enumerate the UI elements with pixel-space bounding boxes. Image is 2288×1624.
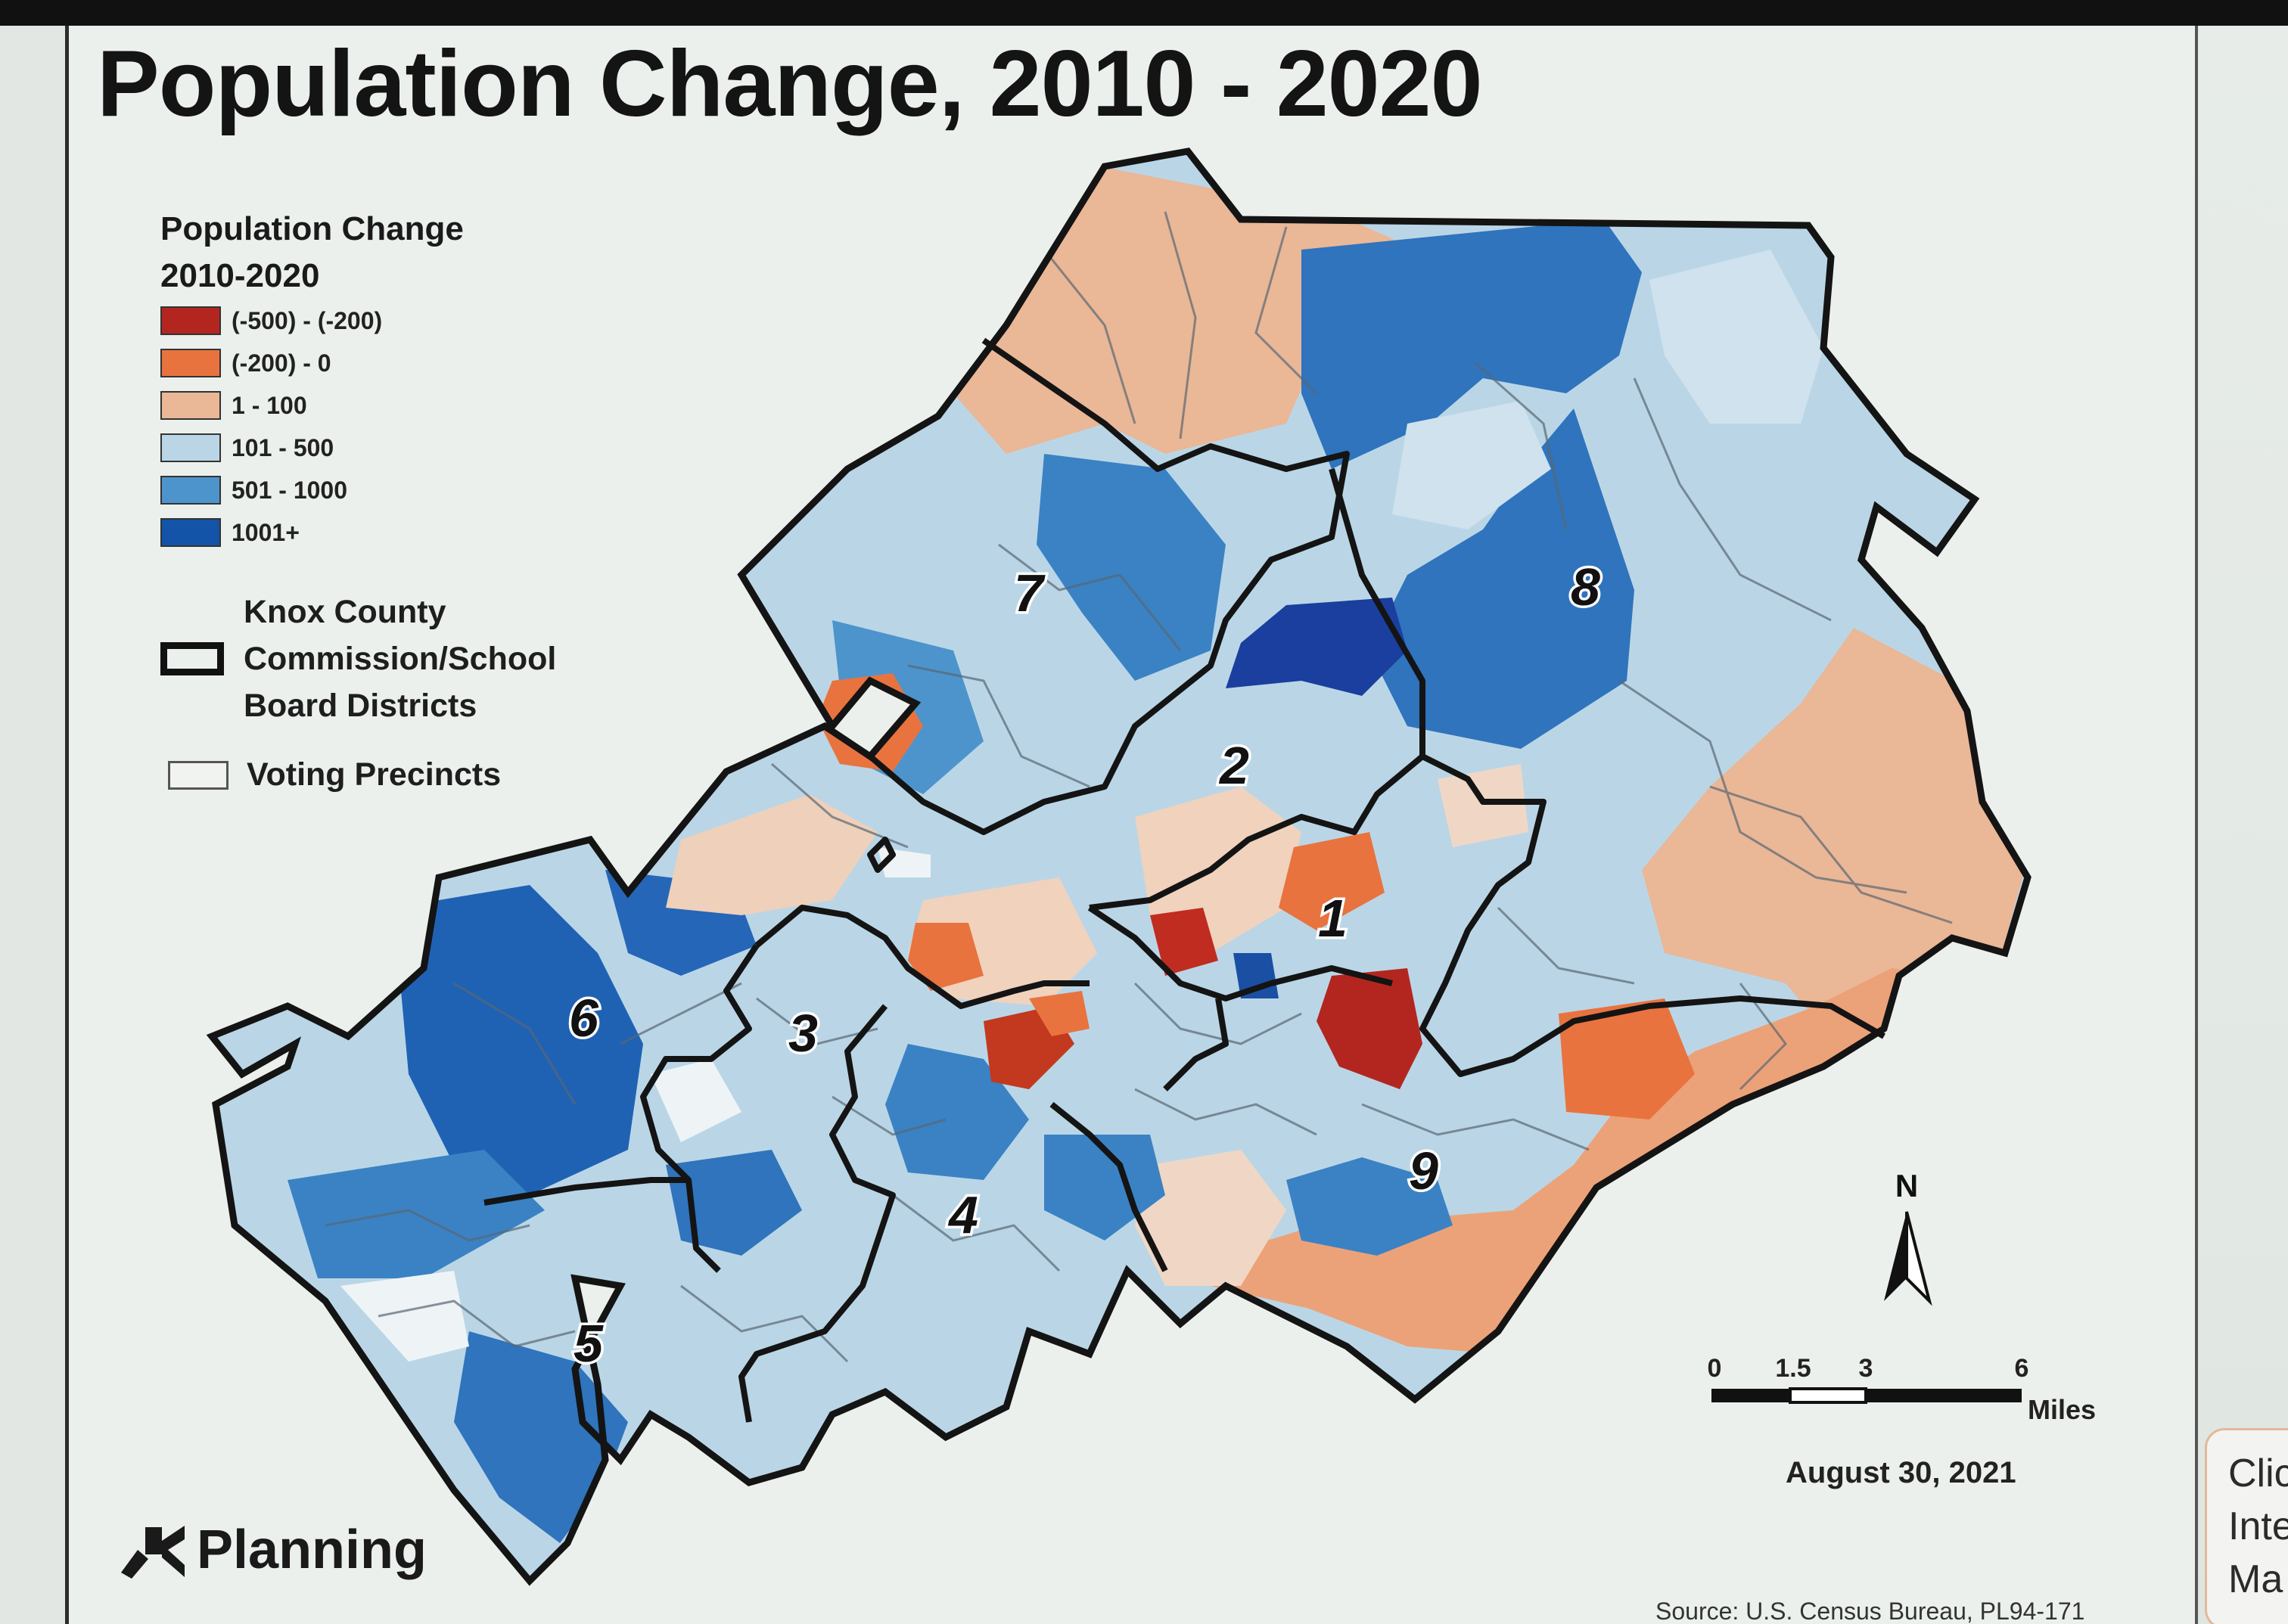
legend-swatch xyxy=(160,306,221,335)
planning-logo-text: Planning xyxy=(197,1520,427,1580)
planning-logo: Planning xyxy=(115,1519,427,1581)
scale-bar: 0 1.5 3 6 Miles xyxy=(1708,1354,2097,1425)
data-source-note: Source: U.S. Census Bureau, PL94-171 xyxy=(1655,1598,2085,1624)
poster-right-edge xyxy=(2195,26,2198,1624)
district-label-9: 9 xyxy=(1409,1141,1438,1200)
legend-row: (-200) - 0 xyxy=(160,342,584,384)
legend-row: 501 - 1000 xyxy=(160,469,584,511)
monitor-top-bezel xyxy=(0,0,2288,26)
district-label-5: 5 xyxy=(574,1314,604,1373)
legend-swatch xyxy=(160,433,221,462)
scale-tick-3: 3 xyxy=(1859,1354,1873,1383)
legend-row: 1 - 100 xyxy=(160,384,584,427)
map-date: August 30, 2021 xyxy=(1786,1456,2016,1489)
legend-row: 1001+ xyxy=(160,511,584,554)
legend-label: 101 - 500 xyxy=(232,433,334,461)
scale-unit: Miles xyxy=(2028,1394,2096,1425)
legend-swatch xyxy=(160,391,221,420)
legend-swatch xyxy=(160,476,221,505)
legend-label: 1 - 100 xyxy=(232,391,307,419)
side-card-line: Ma xyxy=(2228,1557,2283,1601)
scale-tick-6: 6 xyxy=(2015,1354,2029,1383)
precinct-legend-label: Voting Precincts xyxy=(247,756,502,793)
legend-title: Population Change 2010-2020 xyxy=(160,210,464,294)
district-label-3: 3 xyxy=(788,1004,818,1063)
left-page-gutter xyxy=(0,26,69,1624)
district-label-4: 4 xyxy=(947,1185,978,1244)
district-label-6: 6 xyxy=(569,989,599,1048)
precinct-swatch xyxy=(168,760,228,790)
north-arrow-icon xyxy=(1884,1212,1907,1301)
legend-swatch xyxy=(160,518,221,547)
scale-tick-1-5: 1.5 xyxy=(1775,1354,1811,1383)
legend-row: (-500) - (-200) xyxy=(160,300,584,342)
legend-label: 501 - 1000 xyxy=(232,476,348,504)
interactive-map-link-card[interactable]: Clic Inte Ma xyxy=(2205,1428,2288,1624)
side-card-line: Inte xyxy=(2228,1504,2288,1548)
district-label-1: 1 xyxy=(1318,889,1348,948)
commission-district-boundaries xyxy=(483,337,1885,1423)
scale-tick-0: 0 xyxy=(1708,1354,1722,1383)
north-arrow: N xyxy=(1884,1168,1932,1306)
legend-label: (-500) - (-200) xyxy=(232,306,383,334)
district-label-2: 2 xyxy=(1218,736,1249,795)
side-card-line: Clic xyxy=(2228,1452,2288,1495)
district-boundary-swatch xyxy=(160,642,224,675)
planning-logo-icon xyxy=(121,1526,185,1579)
legend-row: 101 - 500 xyxy=(160,427,584,469)
district-label-7: 7 xyxy=(1014,564,1046,623)
legend-precinct-entry: Voting Precincts xyxy=(168,756,501,793)
voting-precinct-lines xyxy=(325,211,1953,1363)
district-legend-label: Knox County Commission/School Board Dist… xyxy=(244,594,557,724)
legend-district-entry: Knox County Commission/School Board Dist… xyxy=(160,588,556,729)
legend-label: 1001+ xyxy=(232,518,300,546)
legend: Population Change 2010-2020 (-500) - (-2… xyxy=(160,206,584,554)
legend-swatch xyxy=(160,349,221,377)
north-arrow-label: N xyxy=(1895,1168,1918,1203)
map-title: Population Change, 2010 - 2020 xyxy=(97,32,1483,136)
legend-label: (-200) - 0 xyxy=(232,349,331,377)
district-label-8: 8 xyxy=(1571,557,1600,616)
